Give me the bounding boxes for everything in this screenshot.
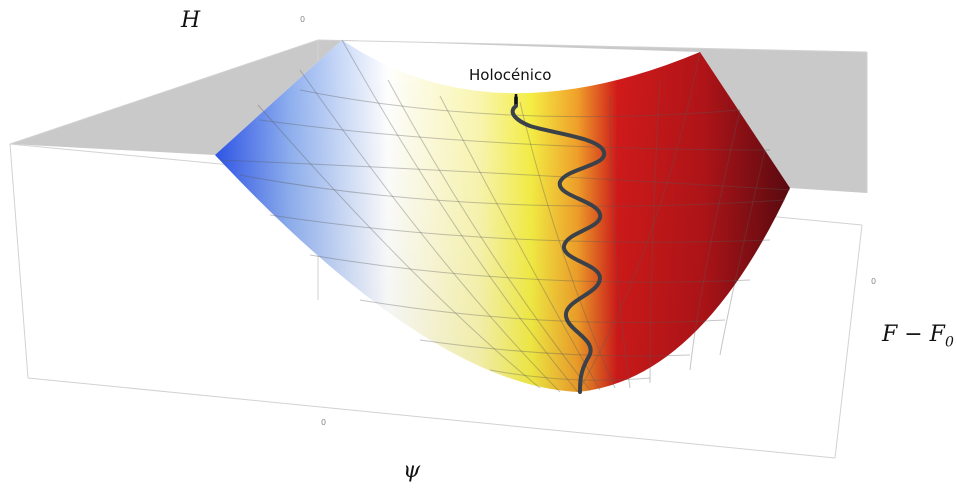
top-plane <box>10 40 867 193</box>
tick-bottom: 0 <box>321 418 327 427</box>
z-axis-label: H <box>181 8 201 33</box>
holocene-trajectory <box>510 96 607 394</box>
trajectory-label: Holocénico <box>469 66 552 84</box>
y-axis-label: F − F0 <box>882 322 954 350</box>
surface-grid <box>219 39 791 393</box>
y-axis-subscript: 0 <box>944 334 954 351</box>
tick-top: 0 <box>300 15 306 24</box>
tick-right: 0 <box>871 277 877 286</box>
y-axis-main: F − F <box>882 322 945 347</box>
x-axis-label: ψ <box>403 458 421 483</box>
